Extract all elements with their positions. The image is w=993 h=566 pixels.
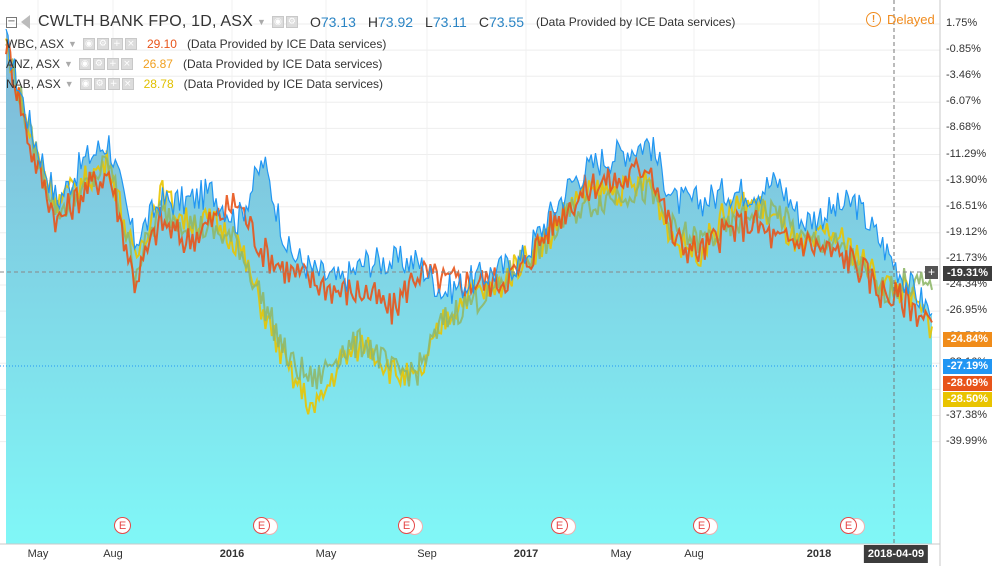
x-tick-label: Aug [684, 548, 704, 560]
y-tick-label: -37.38% [946, 408, 987, 421]
earnings-marker[interactable]: E [693, 517, 710, 534]
main-series-legend: − CWLTH BANK FPO, 1D, ASX ▼ ◉ ⚙ O73.13 H7… [6, 10, 735, 34]
ohlc-high-label: H [367, 14, 378, 30]
visibility-icon[interactable]: ◉ [78, 58, 91, 70]
y-tick-label: -0.85% [946, 43, 981, 56]
close-icon[interactable]: × [124, 38, 137, 50]
close-icon[interactable]: × [121, 78, 134, 90]
earnings-marker[interactable]: E [398, 517, 415, 534]
series-line-cba [5, 28, 933, 317]
data-provider: (Data Provided by ICE Data services) [182, 57, 383, 71]
chevron-down-icon[interactable]: ▼ [64, 59, 73, 69]
close-icon[interactable]: × [120, 58, 133, 70]
compare-symbol[interactable]: WBC, ASX [6, 37, 65, 51]
y-tick-label: -13.90% [946, 173, 987, 186]
compare-row[interactable]: ANZ, ASX ▼ ◉ ⚙ + × 26.87 (Data Provided by ICE … [6, 54, 735, 74]
delayed-label: Delayed [887, 12, 935, 27]
price-badge: -28.09% [943, 376, 992, 391]
data-provider: (Data Provided by ICE Data services) [536, 15, 736, 29]
cba-area [6, 29, 932, 544]
main-symbol-title[interactable]: CWLTH BANK FPO, 1D, ASX [38, 13, 254, 30]
ohlc-low-label: L [425, 14, 433, 30]
ohlc-close-label: C [478, 14, 489, 30]
flag-icon[interactable] [21, 15, 30, 29]
compare-symbol[interactable]: NAB, ASX [6, 77, 61, 91]
collapse-icon[interactable]: − [6, 15, 17, 28]
chevron-down-icon[interactable]: ▼ [257, 17, 266, 27]
compare-symbol[interactable]: ANZ, ASX [6, 57, 61, 71]
y-tick-label: -24.34% [946, 278, 987, 290]
x-tick-label: May [27, 548, 49, 560]
settings-icon[interactable]: ⚙ [285, 16, 298, 28]
x-tick-label: 2017 [513, 548, 539, 560]
series-line-anz [5, 39, 933, 390]
compare-last-value: 29.10 [146, 37, 177, 51]
data-provider: (Data Provided by ICE Data services) [186, 37, 387, 51]
y-tick-label: -6.07% [946, 95, 981, 108]
y-tick-label: -11.29% [946, 147, 987, 160]
y-tick-label: -26.95% [946, 304, 987, 317]
x-tick-label: 2016 [219, 548, 245, 560]
earnings-marker[interactable]: E [551, 517, 568, 534]
y-tick-label: -3.46% [946, 69, 981, 82]
ohlc-values: O73.13 H73.92 L73.11 C73.55 [310, 14, 536, 30]
series-lines [5, 28, 933, 415]
ohlc-open-label: O [309, 14, 321, 30]
ohlc-low: 73.11 [432, 14, 467, 30]
y-tick-label: -21.73% [946, 251, 987, 264]
x-tick-label: Sep [417, 548, 437, 560]
settings-icon[interactable]: ⚙ [93, 78, 106, 90]
settings-icon[interactable]: ⚙ [96, 38, 109, 50]
compare-row[interactable]: NAB, ASX ▼ ◉ ⚙ + × 28.78 (Data Provided by ICE … [6, 74, 735, 94]
x-tick-label: Aug [103, 548, 123, 560]
y-tick-label: -39.99% [946, 434, 987, 447]
visibility-icon[interactable]: ◉ [82, 38, 95, 50]
compare-last-value: 28.78 [143, 77, 174, 91]
chevron-down-icon[interactable]: ▼ [64, 79, 74, 89]
price-badge: -28.50% [943, 392, 992, 407]
legend: − CWLTH BANK FPO, 1D, ASX ▼ ◉ ⚙ O73.13 H7… [6, 10, 735, 94]
crosshair-date-label: 2018-04-09 [863, 545, 929, 563]
x-tick-label: May [315, 548, 337, 560]
data-provider: (Data Provided by ICE Data services) [183, 77, 384, 91]
price-badge: -19.31% [943, 266, 992, 281]
y-tick-label: -16.51% [946, 199, 987, 212]
y-tick-label: 1.75% [946, 17, 978, 29]
ohlc-open: 73.13 [320, 14, 356, 30]
settings-icon[interactable]: ⚙ [92, 58, 105, 70]
delayed-indicator[interactable]: ! Delayed [866, 12, 935, 27]
x-tick-label: 2018 [806, 548, 832, 560]
price-badge: -24.84% [943, 332, 992, 347]
earnings-marker[interactable]: E [840, 517, 857, 534]
chevron-down-icon[interactable]: ▼ [68, 39, 77, 49]
ohlc-high: 73.92 [378, 14, 414, 30]
compare-row[interactable]: WBC, ASX ▼ ◉ ⚙ + × 29.10 (Data Provided by ICE … [6, 34, 735, 54]
earnings-marker[interactable]: E [253, 517, 270, 534]
add-alert-button[interactable]: + [925, 266, 938, 279]
plus-icon[interactable]: + [107, 78, 120, 90]
visibility-icon[interactable]: ◉ [271, 16, 284, 28]
ohlc-close: 73.55 [488, 14, 525, 30]
compare-last-value: 26.87 [142, 57, 173, 71]
price-badge: -27.19% [943, 359, 992, 374]
visibility-icon[interactable]: ◉ [79, 78, 92, 90]
x-tick-label: May [610, 548, 632, 560]
y-tick-label: -19.12% [946, 225, 987, 238]
warning-icon: ! [866, 12, 881, 27]
plus-icon[interactable]: + [110, 38, 123, 50]
plus-icon[interactable]: + [106, 58, 119, 70]
y-tick-label: -8.68% [946, 121, 981, 134]
earnings-marker[interactable]: E [114, 517, 131, 534]
